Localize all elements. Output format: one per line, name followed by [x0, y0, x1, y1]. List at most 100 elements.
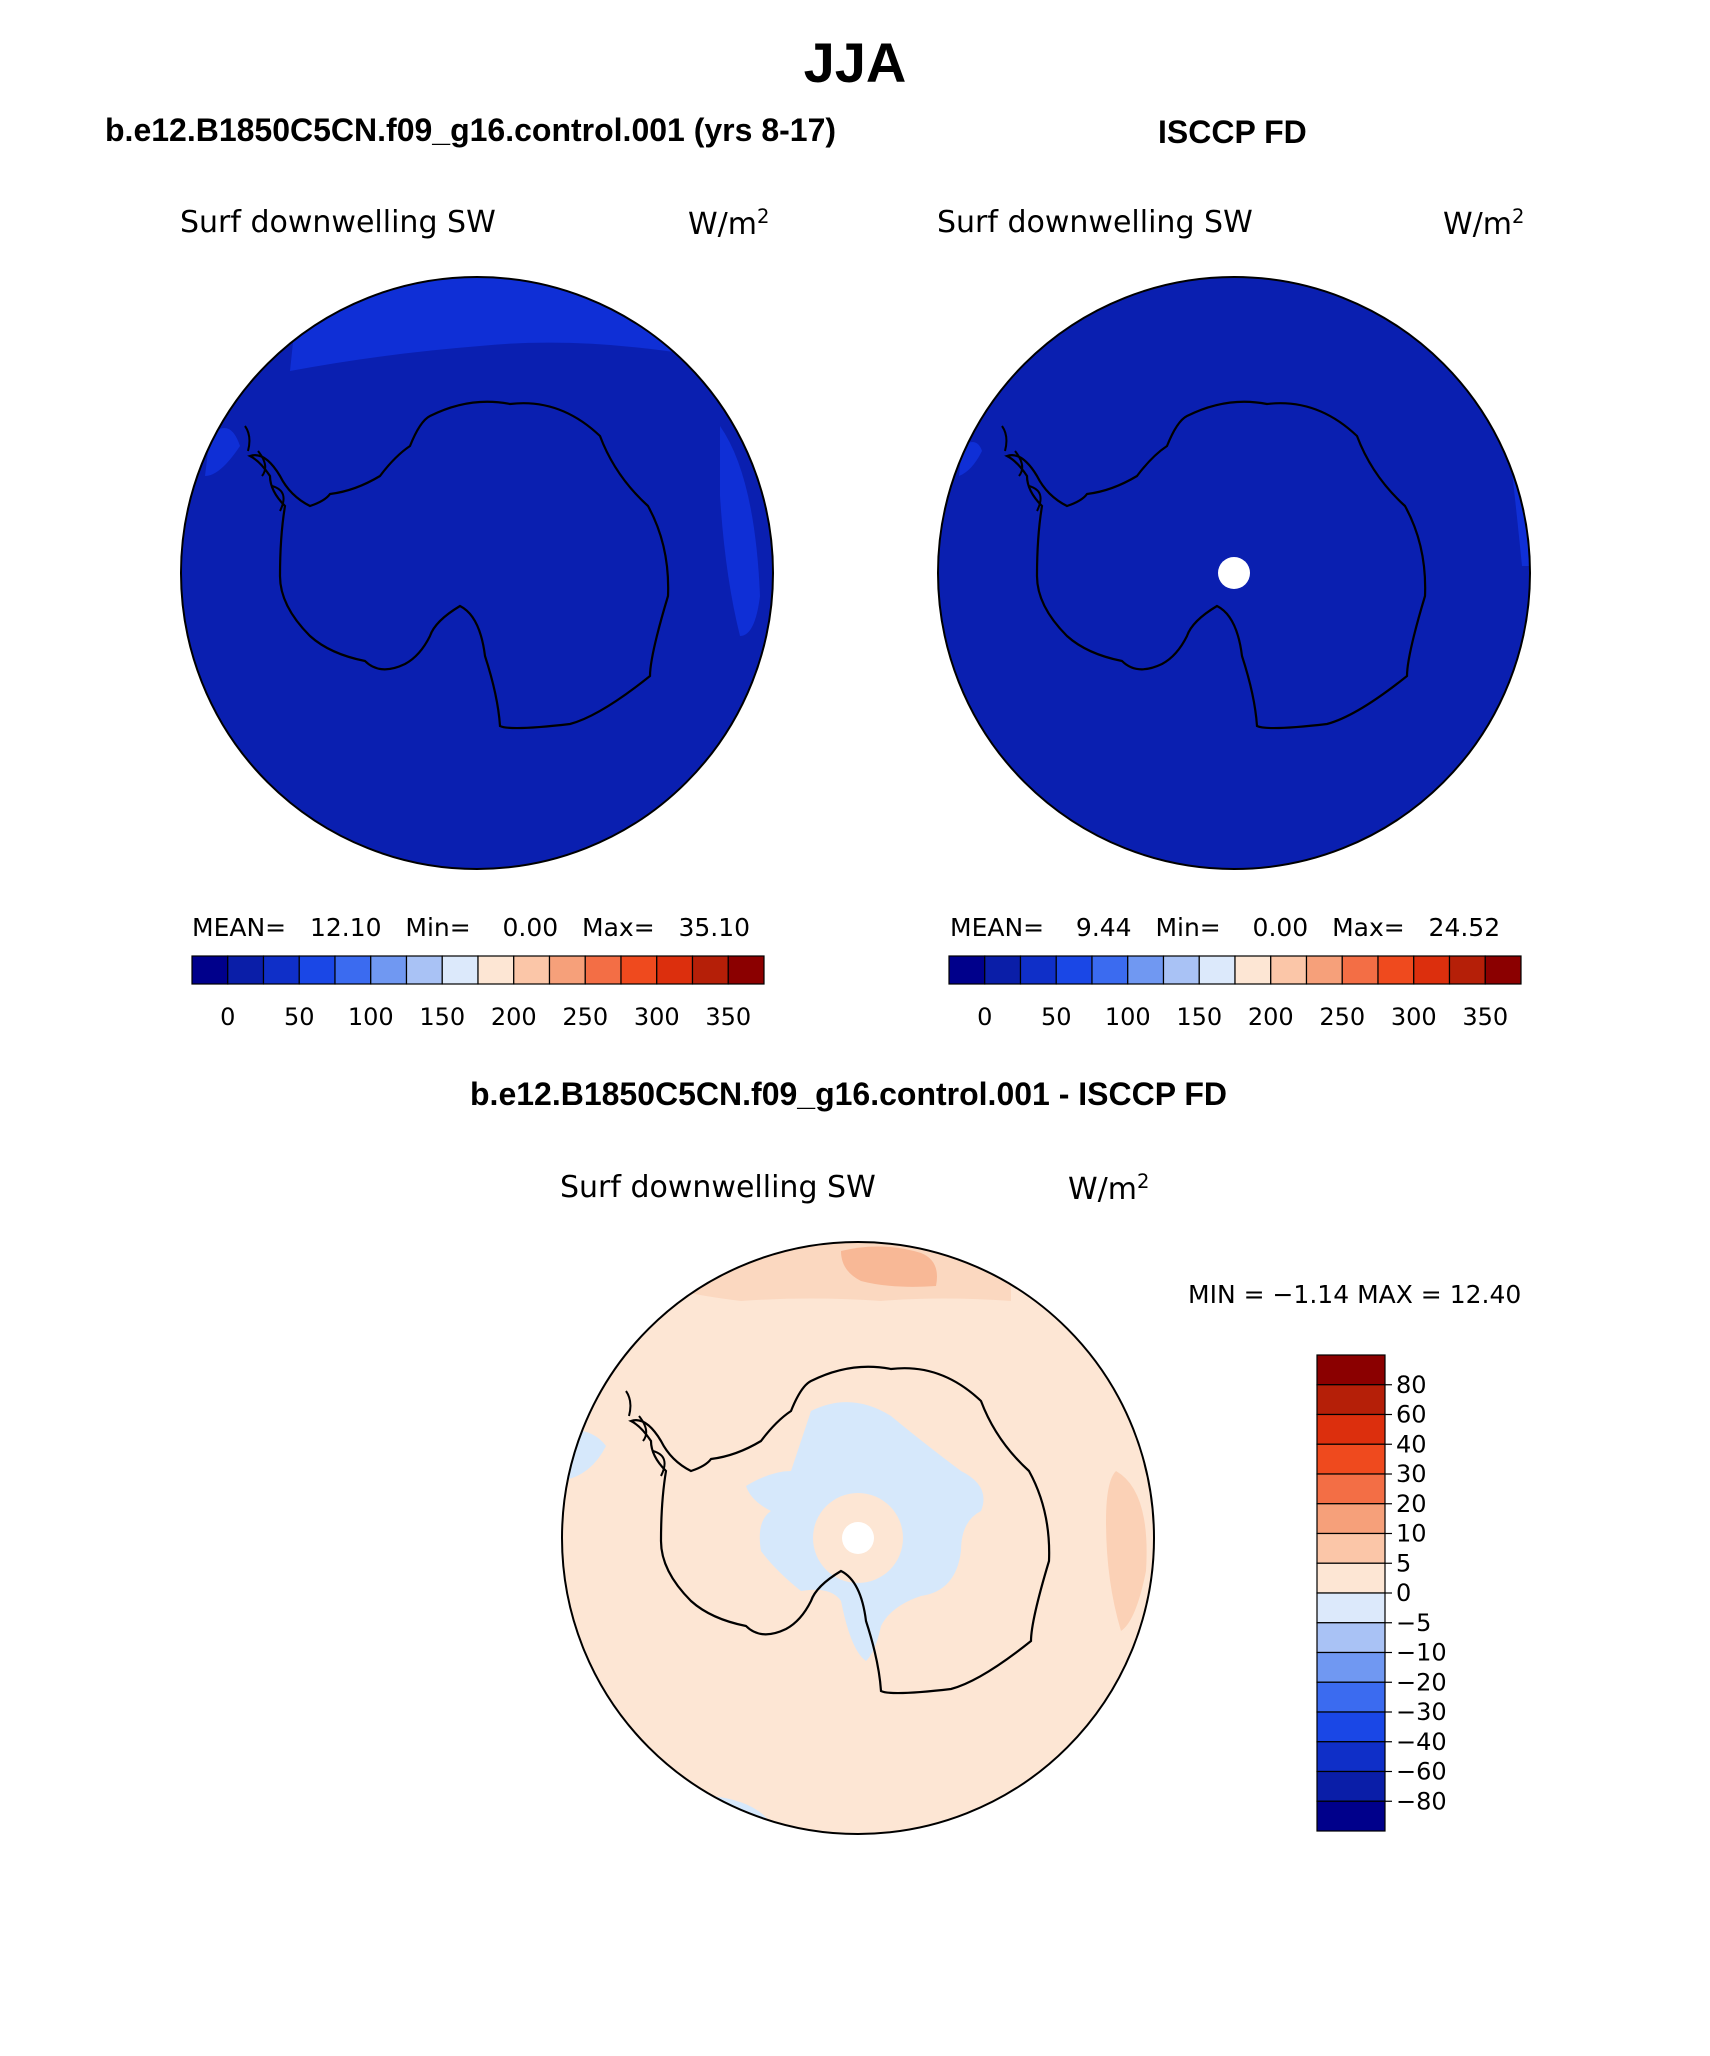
model-colorbar-box [656, 955, 694, 985]
obs-colorbar-tick-label: 200 [1248, 1003, 1294, 1031]
obs-colorbar-box [1127, 955, 1165, 985]
model-colorbar-box [298, 955, 336, 985]
diff-variable-label: Surf downwelling SW [560, 1170, 876, 1205]
diff-band-right [1106, 1471, 1147, 1631]
model-colorbar-box [584, 955, 622, 985]
diff-colorbar-tick-label: 20 [1396, 1490, 1427, 1518]
obs-colorbar-box [1234, 955, 1272, 985]
obs-stats: MEAN= 9.44 Min= 0.00 Max= 24.52 [950, 913, 1501, 942]
obs-colorbar-box [1341, 955, 1379, 985]
model-colorbar-box [334, 955, 372, 985]
diff-colorbar-box [1316, 1711, 1386, 1743]
diff-colorbar-box [1316, 1562, 1386, 1594]
diff-min-max: MIN = −1.14 MAX = 12.40 [1188, 1280, 1522, 1309]
diff-colorbar-tick-label: −5 [1396, 1609, 1431, 1637]
diff-colorbar-box [1316, 1741, 1386, 1773]
model-map [180, 276, 774, 870]
model-stats: MEAN= 12.10 Min= 0.00 Max= 35.10 [192, 913, 751, 942]
diff-colorbar-tick-label: −40 [1396, 1728, 1447, 1756]
model-colorbar-tick-label: 100 [348, 1003, 394, 1031]
diff-colorbar-box [1316, 1770, 1386, 1802]
model-peninsula-islands [244, 425, 285, 512]
diff-panel-title: b.e12.B1850C5CN.f09_g16.control.001 - IS… [470, 1076, 1228, 1112]
figure-title: JJA [803, 31, 907, 94]
diff-colorbar-tick-label: 0 [1396, 1579, 1411, 1607]
diff-colorbar-tick-label: 60 [1396, 1401, 1427, 1429]
obs-map-boundary [937, 276, 1531, 870]
model-map-boundary [180, 276, 774, 870]
model-colorbar-tick-label: 300 [634, 1003, 680, 1031]
model-colorbar-tick-label: 350 [705, 1003, 751, 1031]
obs-missing-pole [1218, 557, 1250, 589]
obs-colorbar-box [1162, 955, 1200, 985]
diff-map-boundary [561, 1241, 1155, 1835]
diff-colorbar-tick-label: −10 [1396, 1639, 1447, 1667]
diff-colorbar-box [1316, 1592, 1386, 1624]
diff-colorbar-box [1316, 1681, 1386, 1713]
obs-colorbar-box [1055, 955, 1093, 985]
obs-peninsula-islands [1001, 425, 1042, 512]
obs-colorbar-tick-label: 300 [1391, 1003, 1437, 1031]
obs-colorbar-tick-label: 250 [1319, 1003, 1365, 1031]
model-colorbar-box [191, 955, 229, 985]
diff-map [561, 1241, 1155, 1835]
diff-colorbar-box [1316, 1622, 1386, 1654]
model-colorbar-box [620, 955, 658, 985]
obs-panel-title: ISCCP FD [1158, 114, 1307, 150]
model-ocean-fill [181, 277, 773, 869]
diff-colorbar-box [1316, 1800, 1386, 1832]
obs-colorbar-box [1270, 955, 1308, 985]
obs-colorbar-tick-label: 150 [1176, 1003, 1222, 1031]
model-panel-title: b.e12.B1850C5CN.f09_g16.control.001 (yrs… [105, 112, 837, 148]
obs-colorbar: 0 50 100 150 200 250 300 350 [948, 955, 1522, 1031]
diff-antarctica-coastline [628, 1365, 1051, 1695]
model-colorbar-tick-label: 50 [284, 1003, 315, 1031]
diff-colorbar-box [1316, 1503, 1386, 1535]
obs-colorbar-tick-label: 100 [1105, 1003, 1151, 1031]
diff-colorbar-tick-label: −30 [1396, 1698, 1447, 1726]
model-colorbar-box [691, 955, 729, 985]
model-colorbar-box [405, 955, 443, 985]
model-colorbar-tick-label: 250 [562, 1003, 608, 1031]
obs-colorbar-box [1305, 955, 1343, 985]
diff-colorbar-tick-label: 10 [1396, 1520, 1427, 1548]
model-colorbar-tick-label: 200 [491, 1003, 537, 1031]
model-colorbar-box [548, 955, 586, 985]
model-colorbar-tick-label: 0 [220, 1003, 235, 1031]
diff-colorbar-tick-label: 5 [1396, 1549, 1411, 1577]
obs-colorbar-box [1448, 955, 1486, 985]
obs-colorbar-box [948, 955, 986, 985]
obs-colorbar-box [1198, 955, 1236, 985]
diff-colorbar-tick-label: 80 [1396, 1371, 1427, 1399]
model-antarctica-coastline [247, 400, 670, 730]
obs-colorbar-box [1413, 955, 1451, 985]
model-light-band-left [205, 428, 240, 476]
diff-colorbar-box [1316, 1384, 1386, 1416]
model-units-label: W/m2 [688, 205, 770, 242]
model-colorbar-box [370, 955, 408, 985]
obs-colorbar-box [1091, 955, 1129, 985]
model-variable-label: Surf downwelling SW [180, 205, 496, 240]
obs-colorbar-box [984, 955, 1022, 985]
obs-map [937, 276, 1531, 870]
model-colorbar-box [513, 955, 551, 985]
model-colorbar-box [477, 955, 515, 985]
obs-colorbar-box [1019, 955, 1057, 985]
diff-colorbar-tick-label: −80 [1396, 1787, 1447, 1815]
model-colorbar: 0 50 100 150 200 250 300 350 [191, 955, 765, 1031]
obs-colorbar-box [1484, 955, 1522, 985]
diff-missing-pole [842, 1522, 874, 1554]
obs-variable-label: Surf downwelling SW [937, 205, 1253, 240]
diff-band-top-mid [841, 1246, 937, 1287]
diff-colorbar-box [1316, 1651, 1386, 1683]
obs-colorbar-tick-label: 50 [1041, 1003, 1072, 1031]
obs-units-label: W/m2 [1443, 205, 1525, 242]
obs-colorbar-tick-label: 0 [977, 1003, 992, 1031]
diff-colorbar-tick-label: 30 [1396, 1460, 1427, 1488]
obs-colorbar-box [1377, 955, 1415, 985]
model-light-band-right [720, 426, 760, 636]
diff-colorbar-tick-label: −60 [1396, 1758, 1447, 1786]
diff-colorbar-box [1316, 1413, 1386, 1445]
model-colorbar-box [441, 955, 479, 985]
